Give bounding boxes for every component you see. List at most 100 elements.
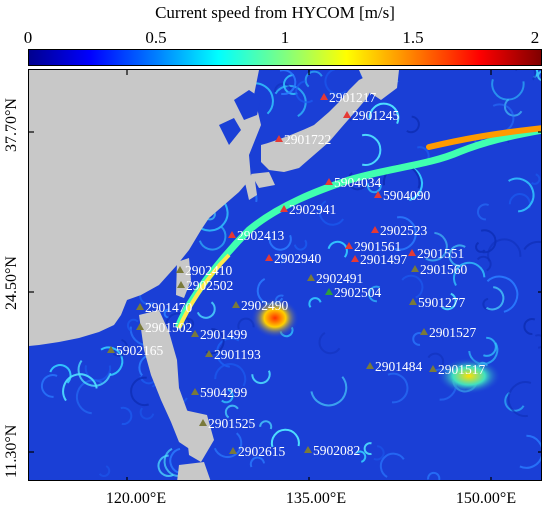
float-marker-2902410[interactable] bbox=[176, 266, 184, 273]
eddy-swirl bbox=[327, 240, 348, 258]
eddy-swirl bbox=[221, 388, 234, 404]
eddy-swirl bbox=[198, 226, 227, 251]
philippines-mindanao bbox=[177, 462, 211, 480]
eddy-swirl bbox=[401, 274, 424, 299]
eddy-swirl bbox=[394, 216, 417, 251]
float-marker-2901527[interactable] bbox=[420, 328, 428, 335]
float-marker-2901497[interactable] bbox=[351, 255, 359, 262]
eddy-swirl bbox=[214, 363, 247, 387]
float-marker-5902165[interactable] bbox=[107, 346, 115, 353]
eddy-swirl bbox=[77, 360, 112, 387]
lon-label-135E: 135.00°E bbox=[285, 490, 347, 507]
float-marker-5904299[interactable] bbox=[191, 388, 199, 395]
float-marker-2901502[interactable] bbox=[136, 323, 144, 330]
float-marker-2902615[interactable] bbox=[229, 447, 237, 454]
float-marker-5902082[interactable] bbox=[304, 446, 312, 453]
eddy-swirl bbox=[318, 200, 345, 226]
float-marker-2902490[interactable] bbox=[232, 301, 240, 308]
eddy-swirl bbox=[368, 285, 381, 303]
eddy-swirl bbox=[368, 102, 400, 124]
eddy-swirl bbox=[519, 434, 541, 469]
eddy-swirl bbox=[514, 70, 537, 81]
float-label-2902504: 2902504 bbox=[334, 285, 382, 300]
eddy-swirl bbox=[530, 173, 541, 185]
eddy-swirl bbox=[453, 261, 486, 286]
eddy-swirl bbox=[40, 374, 58, 398]
float-label-2901484: 2901484 bbox=[375, 359, 423, 374]
japan-hokkaido bbox=[359, 70, 399, 100]
float-label-2901551: 2901551 bbox=[417, 246, 464, 261]
float-marker-2901551[interactable] bbox=[408, 249, 416, 256]
float-marker-5901277[interactable] bbox=[409, 298, 417, 305]
float-marker-2902523[interactable] bbox=[371, 226, 379, 233]
eddy-swirl bbox=[486, 275, 519, 313]
asia-mainland bbox=[29, 70, 261, 346]
float-label-2902941: 2902941 bbox=[289, 202, 336, 217]
float-marker-2901560[interactable] bbox=[411, 265, 419, 272]
float-label-2901499: 2901499 bbox=[200, 327, 248, 342]
lat-label-37.70N: 37.70°N bbox=[3, 98, 20, 152]
eddy-swirl bbox=[504, 98, 523, 117]
eddy-swirl bbox=[537, 70, 541, 81]
colorbar-tick: 2 bbox=[530, 28, 540, 47]
float-marker-2901245[interactable] bbox=[343, 111, 351, 118]
float-marker-2902491[interactable] bbox=[307, 274, 315, 281]
japan-honshu bbox=[261, 75, 374, 172]
eddy-swirl bbox=[373, 445, 385, 461]
float-marker-5904034[interactable] bbox=[325, 178, 333, 185]
eddy-swirl bbox=[491, 79, 525, 101]
eddy-swirl bbox=[412, 332, 422, 346]
eddy-swirl bbox=[98, 465, 111, 478]
float-marker-2901525[interactable] bbox=[199, 419, 207, 426]
float-label-2901497: 2901497 bbox=[360, 252, 408, 267]
eddy-swirl bbox=[485, 286, 505, 311]
float-marker-2901484[interactable] bbox=[366, 362, 374, 369]
japan-kyushu bbox=[251, 172, 275, 188]
eddy-swirl bbox=[427, 471, 441, 480]
colorbar-title: Current speed from HYCOM [m/s] bbox=[155, 3, 395, 22]
eddy-swirl bbox=[427, 352, 445, 370]
float-marker-2901499[interactable] bbox=[191, 330, 199, 337]
float-marker-2901193[interactable] bbox=[205, 350, 213, 357]
float-marker-2901722[interactable] bbox=[275, 135, 283, 142]
philippines-luzon bbox=[139, 310, 199, 450]
float-marker-2902940[interactable] bbox=[265, 254, 273, 261]
float-label-2902491: 2902491 bbox=[316, 271, 363, 286]
eddy-swirl bbox=[184, 317, 195, 330]
float-label-2901517: 2901517 bbox=[438, 362, 486, 377]
eddy-swirl bbox=[504, 391, 525, 412]
float-marker-2902413[interactable] bbox=[228, 231, 236, 238]
eddy-swirl bbox=[480, 229, 497, 254]
colorbar-tick: 0.5 bbox=[145, 28, 167, 47]
eddy-swirl bbox=[355, 450, 367, 463]
eddy-swirl bbox=[259, 420, 273, 430]
float-marker-2901470[interactable] bbox=[136, 303, 144, 310]
float-label-2902940: 2902940 bbox=[274, 251, 322, 266]
float-marker-2902502[interactable] bbox=[177, 281, 185, 288]
float-marker-5904090[interactable] bbox=[374, 191, 382, 198]
eddy-swirl bbox=[363, 442, 372, 455]
colorbar-tick: 0 bbox=[23, 28, 33, 47]
eddy-swirl bbox=[475, 241, 486, 253]
float-label-2901502: 2901502 bbox=[145, 320, 192, 335]
float-marker-2901561[interactable] bbox=[345, 242, 353, 249]
eddy-swirl bbox=[366, 183, 382, 194]
eddy-swirl bbox=[310, 376, 348, 407]
float-marker-2902941[interactable] bbox=[280, 205, 288, 212]
eddy-swirl bbox=[275, 253, 285, 264]
eddy-swirl bbox=[295, 80, 314, 104]
eddy-swirl bbox=[347, 172, 367, 191]
float-marker-2901217[interactable] bbox=[320, 93, 328, 100]
eddy-swirl bbox=[270, 428, 300, 448]
float-marker-2901517[interactable] bbox=[429, 365, 437, 372]
current-speed-map[interactable]: 2901217 2901245 2901722 5904034 5904090 29029… bbox=[28, 69, 542, 481]
eddy-swirl bbox=[268, 234, 292, 251]
eddy-swirl bbox=[157, 454, 174, 477]
float-label-2901527: 2901527 bbox=[429, 325, 477, 340]
float-marker-2902504[interactable] bbox=[325, 288, 333, 295]
korea-tip bbox=[244, 174, 257, 200]
float-label-2901470: 2901470 bbox=[145, 300, 193, 315]
eddy-swirl bbox=[49, 364, 72, 384]
